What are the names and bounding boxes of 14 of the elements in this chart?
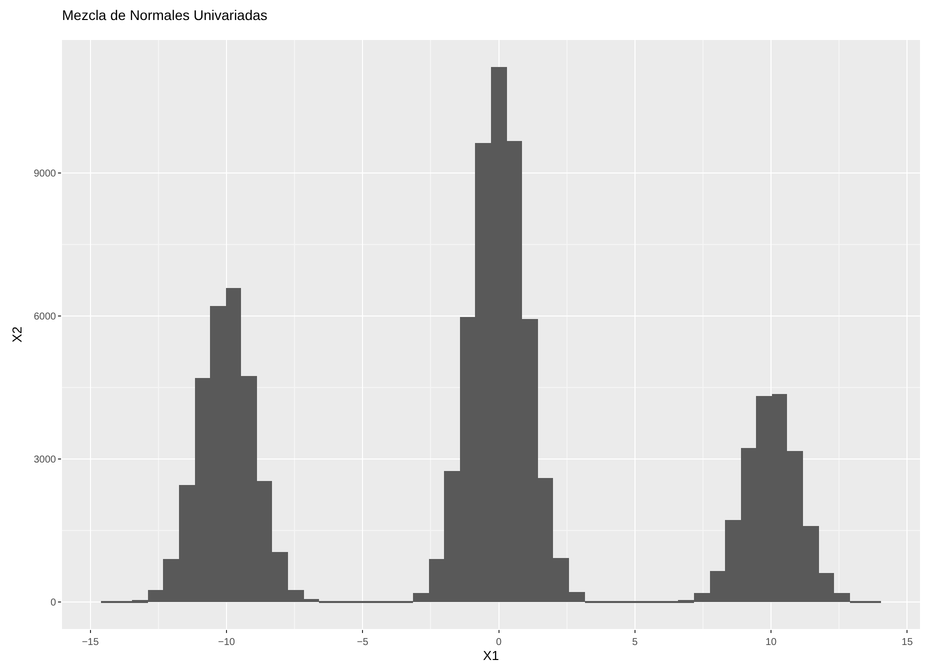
x-axis-title: X1: [483, 648, 499, 663]
chart-title: Mezcla de Normales Univariadas: [62, 6, 268, 23]
x-tick-label: 0: [496, 637, 502, 648]
y-tick-label: 0: [50, 598, 56, 609]
y-tick-label: 9000: [34, 168, 56, 180]
y-axis-title: X2: [10, 326, 25, 342]
x-tick-label: −15: [82, 637, 100, 648]
y-tick-label: 3000: [34, 454, 56, 466]
y-tick-label: 6000: [34, 312, 56, 323]
x-tick-label: 15: [902, 637, 914, 648]
x-tick-label: 10: [765, 637, 778, 648]
x-tick-label: −5: [356, 637, 369, 648]
x-tick-label: 5: [632, 637, 638, 648]
x-tick-label: −10: [218, 637, 236, 648]
